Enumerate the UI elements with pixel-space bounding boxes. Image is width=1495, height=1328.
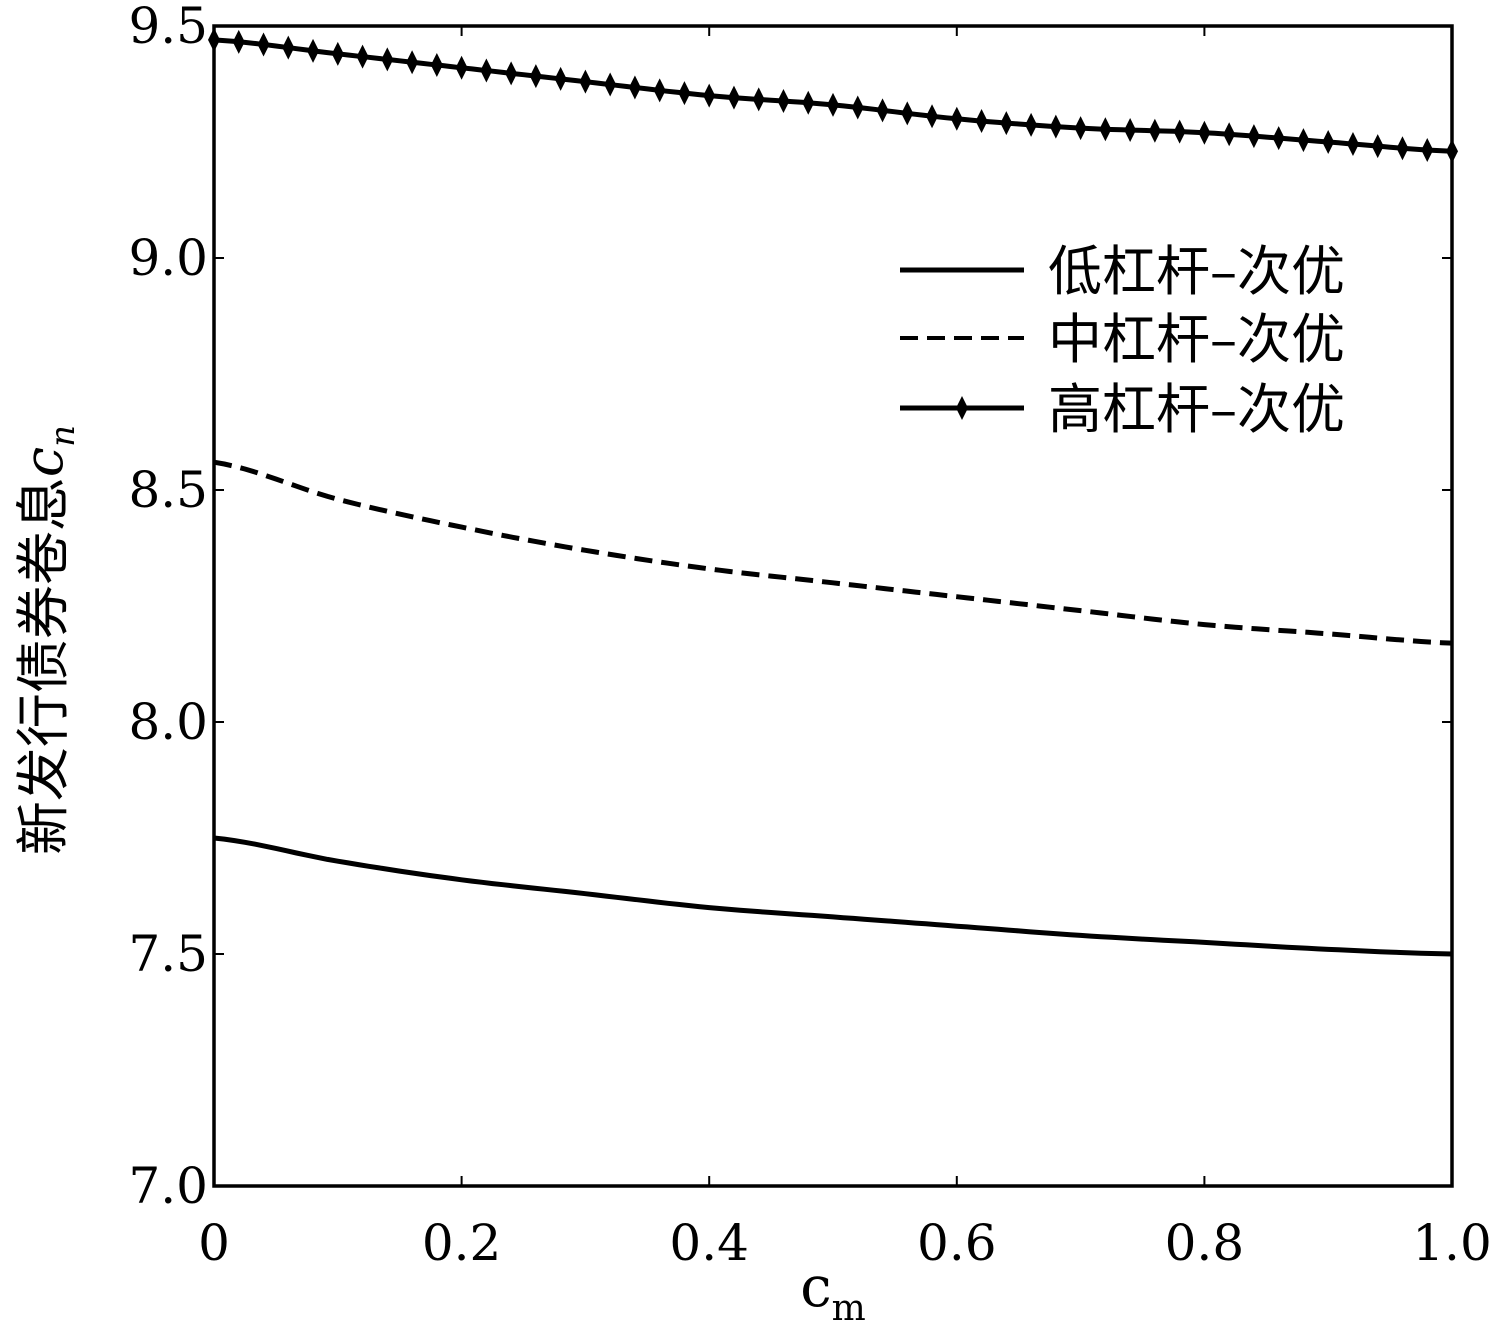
series-marker-high (232, 29, 245, 54)
y-tick-label: 9.0 (128, 229, 208, 287)
series-marker-high (1049, 114, 1062, 139)
series-group (208, 27, 1458, 957)
series-line-low (213, 835, 1453, 957)
x-tick-label: 1.0 (1412, 1214, 1492, 1272)
series-marker-high (802, 90, 815, 115)
y-tick-label: 7.0 (128, 1157, 208, 1215)
series-marker-high (554, 66, 567, 91)
y-axis-label-sub: n (43, 425, 83, 447)
tick-labels: 0 0.2 0.4 0.6 0.8 1.0 7.0 7.5 8.0 8.5 9.0 9.5 (128, 0, 1491, 1272)
legend-label-mid: 中杠杆–次优 (1048, 308, 1345, 371)
x-axis-label-main: c (800, 1255, 831, 1320)
x-tick-label: 0.6 (917, 1214, 997, 1272)
series-marker-high (406, 50, 419, 75)
series-marker-high (1173, 119, 1186, 144)
series-marker-high (876, 98, 889, 123)
series-line-mid (213, 459, 1453, 646)
y-tick-label: 8.0 (128, 693, 208, 751)
series-marker-high (1223, 122, 1236, 147)
series-marker-high (827, 92, 839, 117)
series-marker-high (480, 58, 493, 83)
x-tick-label: 0.8 (1165, 1214, 1245, 1272)
x-tick-label: 0 (198, 1214, 230, 1272)
legend-label-high: 高杠杆–次优 (1048, 378, 1345, 441)
y-tick-label: 7.5 (128, 925, 208, 983)
series-marker-high (1198, 120, 1211, 145)
series-marker-high (257, 32, 270, 57)
y-tick-label: 8.5 (128, 461, 208, 519)
x-tick-label: 0.4 (669, 1214, 749, 1272)
series-marker-high (1099, 117, 1112, 142)
series-marker-high (975, 109, 988, 134)
plot-frame (212, 24, 1454, 1188)
series-marker-high (727, 85, 740, 110)
series-marker-high (851, 95, 864, 120)
series-marker-high (1297, 128, 1310, 153)
series-marker-high (381, 47, 394, 72)
series-marker-high (1346, 132, 1359, 157)
series-marker-high (604, 72, 617, 97)
y-axis-label-main: 新发行债券卷息 (12, 477, 75, 855)
series-marker-high (901, 101, 914, 126)
series-marker-high (455, 55, 468, 80)
x-tick-label: 0.2 (422, 1214, 502, 1272)
series-marker-high (1148, 118, 1161, 143)
series-marker-high (1025, 112, 1038, 137)
series-marker-high (1272, 126, 1285, 151)
series-marker-high (1000, 111, 1013, 136)
series-marker-high (752, 87, 765, 112)
series-marker-high (1371, 134, 1384, 159)
series-marker-high (579, 69, 592, 94)
series-marker-high (1074, 116, 1087, 141)
series-marker-high (926, 104, 939, 129)
series-marker-high (777, 89, 790, 114)
series-marker-high (628, 75, 641, 100)
series-marker-high (1124, 118, 1137, 143)
series-marker-high (703, 83, 716, 108)
legend-label-low: 低杠杆–次优 (1048, 240, 1345, 303)
series-marker-high (529, 64, 542, 89)
y-tick-label: 9.5 (128, 0, 208, 55)
series-marker-high (307, 38, 320, 63)
series-marker-high (678, 81, 691, 106)
x-axis-label-sub: m (832, 1288, 866, 1328)
y-axis-label: 新发行债券卷息cn (12, 425, 83, 855)
axis-ticks (213, 25, 1453, 1187)
series-marker-high (430, 52, 443, 77)
legend-marker-high (956, 396, 968, 420)
series-marker-high (1396, 136, 1409, 161)
series-marker-high (950, 106, 963, 131)
x-axis-label: cm (800, 1255, 866, 1328)
series-marker-high (1247, 124, 1260, 149)
series-marker-high (282, 35, 295, 60)
series-marker-high (331, 41, 344, 66)
series-marker-high (505, 61, 518, 86)
series-marker-high (1322, 130, 1335, 154)
series-marker-high (356, 44, 369, 69)
y-axis-label-var: c (12, 447, 75, 477)
series-marker-high (653, 78, 666, 103)
series-marker-high (1421, 138, 1434, 163)
